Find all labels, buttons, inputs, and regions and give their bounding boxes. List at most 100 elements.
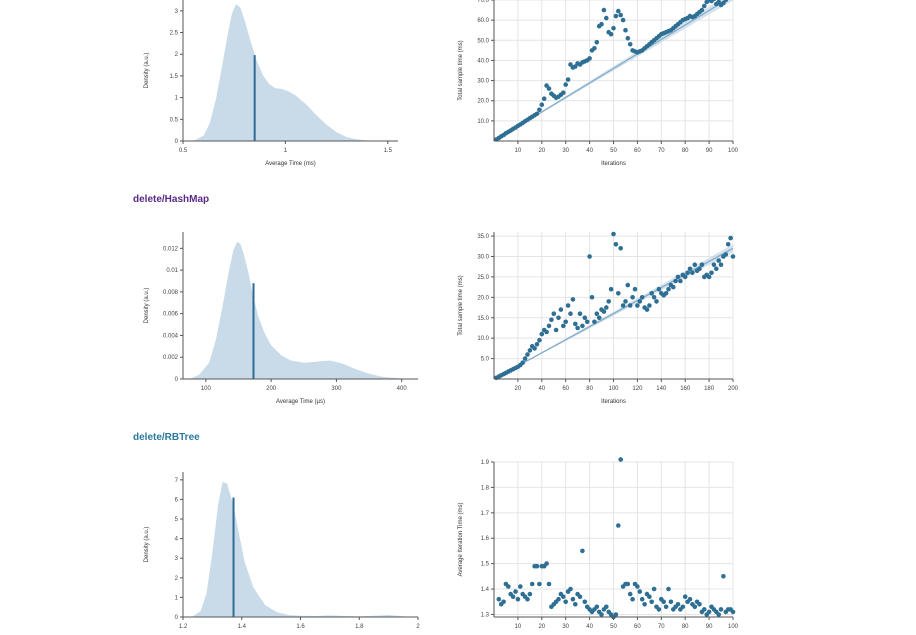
data-point	[534, 342, 540, 347]
data-point	[537, 337, 542, 343]
y-tick-label: 1.9	[481, 460, 490, 466]
data-point	[730, 254, 736, 259]
data-point	[608, 286, 614, 292]
data-point	[601, 7, 607, 13]
data-point	[568, 311, 573, 317]
data-point	[625, 581, 631, 587]
data-point	[546, 581, 552, 587]
y-tick-label: 5.0	[481, 357, 490, 363]
data-point	[725, 242, 731, 247]
data-point	[675, 274, 681, 280]
data-point	[656, 607, 662, 612]
data-point	[546, 86, 552, 91]
data-point	[718, 262, 724, 268]
x-tick-label: 80	[682, 624, 689, 630]
data-point	[675, 602, 681, 607]
data-point	[711, 262, 717, 268]
data-point	[666, 286, 671, 292]
data-point	[577, 311, 583, 317]
data-point	[544, 561, 549, 566]
data-point	[651, 295, 657, 300]
y-axis-label: Density (a.u.)	[144, 288, 150, 324]
data-point	[599, 612, 604, 617]
data-point	[563, 82, 568, 87]
data-point	[673, 278, 678, 284]
data-point	[635, 584, 640, 589]
x-tick-label: 1.6	[296, 624, 305, 630]
data-point	[680, 604, 686, 610]
data-point	[534, 111, 540, 117]
data-point	[663, 291, 669, 296]
data-point	[647, 594, 652, 599]
data-point	[604, 15, 609, 21]
data-point	[637, 299, 643, 304]
data-point	[539, 331, 545, 337]
data-point	[730, 609, 736, 615]
data-point	[666, 586, 671, 592]
x-tick-label: 20	[538, 148, 545, 154]
regression-band	[494, 0, 733, 141]
data-point	[611, 25, 616, 31]
x-tick-label: 20	[515, 386, 522, 392]
x-tick-label: 90	[706, 148, 713, 154]
data-point	[706, 274, 712, 280]
data-point	[620, 17, 626, 23]
density-area	[191, 481, 413, 617]
data-point	[573, 602, 578, 607]
data-point	[687, 596, 693, 602]
chart-pdf2: 100 200 300 400 0 0.002 0.004 0.006 0.008 0.01 0.0…	[144, 232, 418, 405]
data-point	[613, 612, 619, 617]
data-point	[639, 295, 645, 300]
x-tick-label: 1.8	[355, 624, 364, 630]
x-tick-label: 100	[608, 386, 619, 392]
data-point	[604, 305, 609, 310]
y-tick-label: 0.012	[163, 246, 179, 252]
data-point	[647, 303, 652, 308]
x-tick-label: 2	[416, 624, 420, 630]
x-tick-label: 120	[632, 386, 643, 392]
data-point	[592, 46, 597, 51]
data-point	[723, 0, 729, 3]
x-tick-label: 60	[634, 624, 641, 630]
y-tick-label: 15.0	[477, 316, 489, 322]
data-point	[678, 278, 683, 284]
x-tick-label: 50	[610, 148, 617, 154]
x-tick-label: 50	[610, 624, 617, 630]
data-point	[644, 307, 650, 312]
section-title-rbtree[interactable]: delete/RBTree	[133, 432, 200, 443]
data-point	[604, 604, 609, 610]
x-axis-label: Iterations	[601, 161, 626, 167]
y-tick-label: 40.0	[477, 58, 489, 64]
data-point	[635, 303, 640, 308]
y-tick-label: 2	[175, 576, 179, 582]
data-point	[556, 596, 561, 602]
data-point	[551, 311, 557, 317]
data-point	[623, 27, 628, 33]
data-point	[553, 327, 559, 333]
data-point	[561, 323, 566, 329]
data-point	[522, 356, 528, 361]
y-tick-label: 1	[175, 595, 179, 601]
data-point	[618, 246, 623, 251]
data-point	[532, 346, 537, 351]
x-tick-label: 10	[515, 148, 522, 154]
data-point	[506, 584, 511, 589]
x-axis-label: Average Time (µs)	[276, 399, 325, 405]
y-tick-label: 0.008	[163, 290, 179, 296]
y-tick-label: 0.002	[163, 355, 179, 361]
data-point	[537, 107, 542, 113]
data-point	[616, 291, 621, 296]
y-tick-label: 1.6	[481, 536, 490, 542]
y-tick-label: 3	[175, 9, 179, 15]
data-point	[549, 317, 554, 323]
y-tick-label: 5	[175, 517, 179, 523]
data-point	[594, 604, 600, 610]
data-point	[575, 325, 580, 331]
y-tick-label: 10.0	[477, 119, 489, 125]
section-title-hashmap[interactable]: delete/HashMap	[133, 194, 210, 205]
x-tick-label: 100	[201, 386, 212, 392]
data-point	[692, 262, 698, 268]
data-point	[618, 457, 623, 462]
data-point	[518, 584, 523, 589]
data-point	[515, 596, 521, 602]
